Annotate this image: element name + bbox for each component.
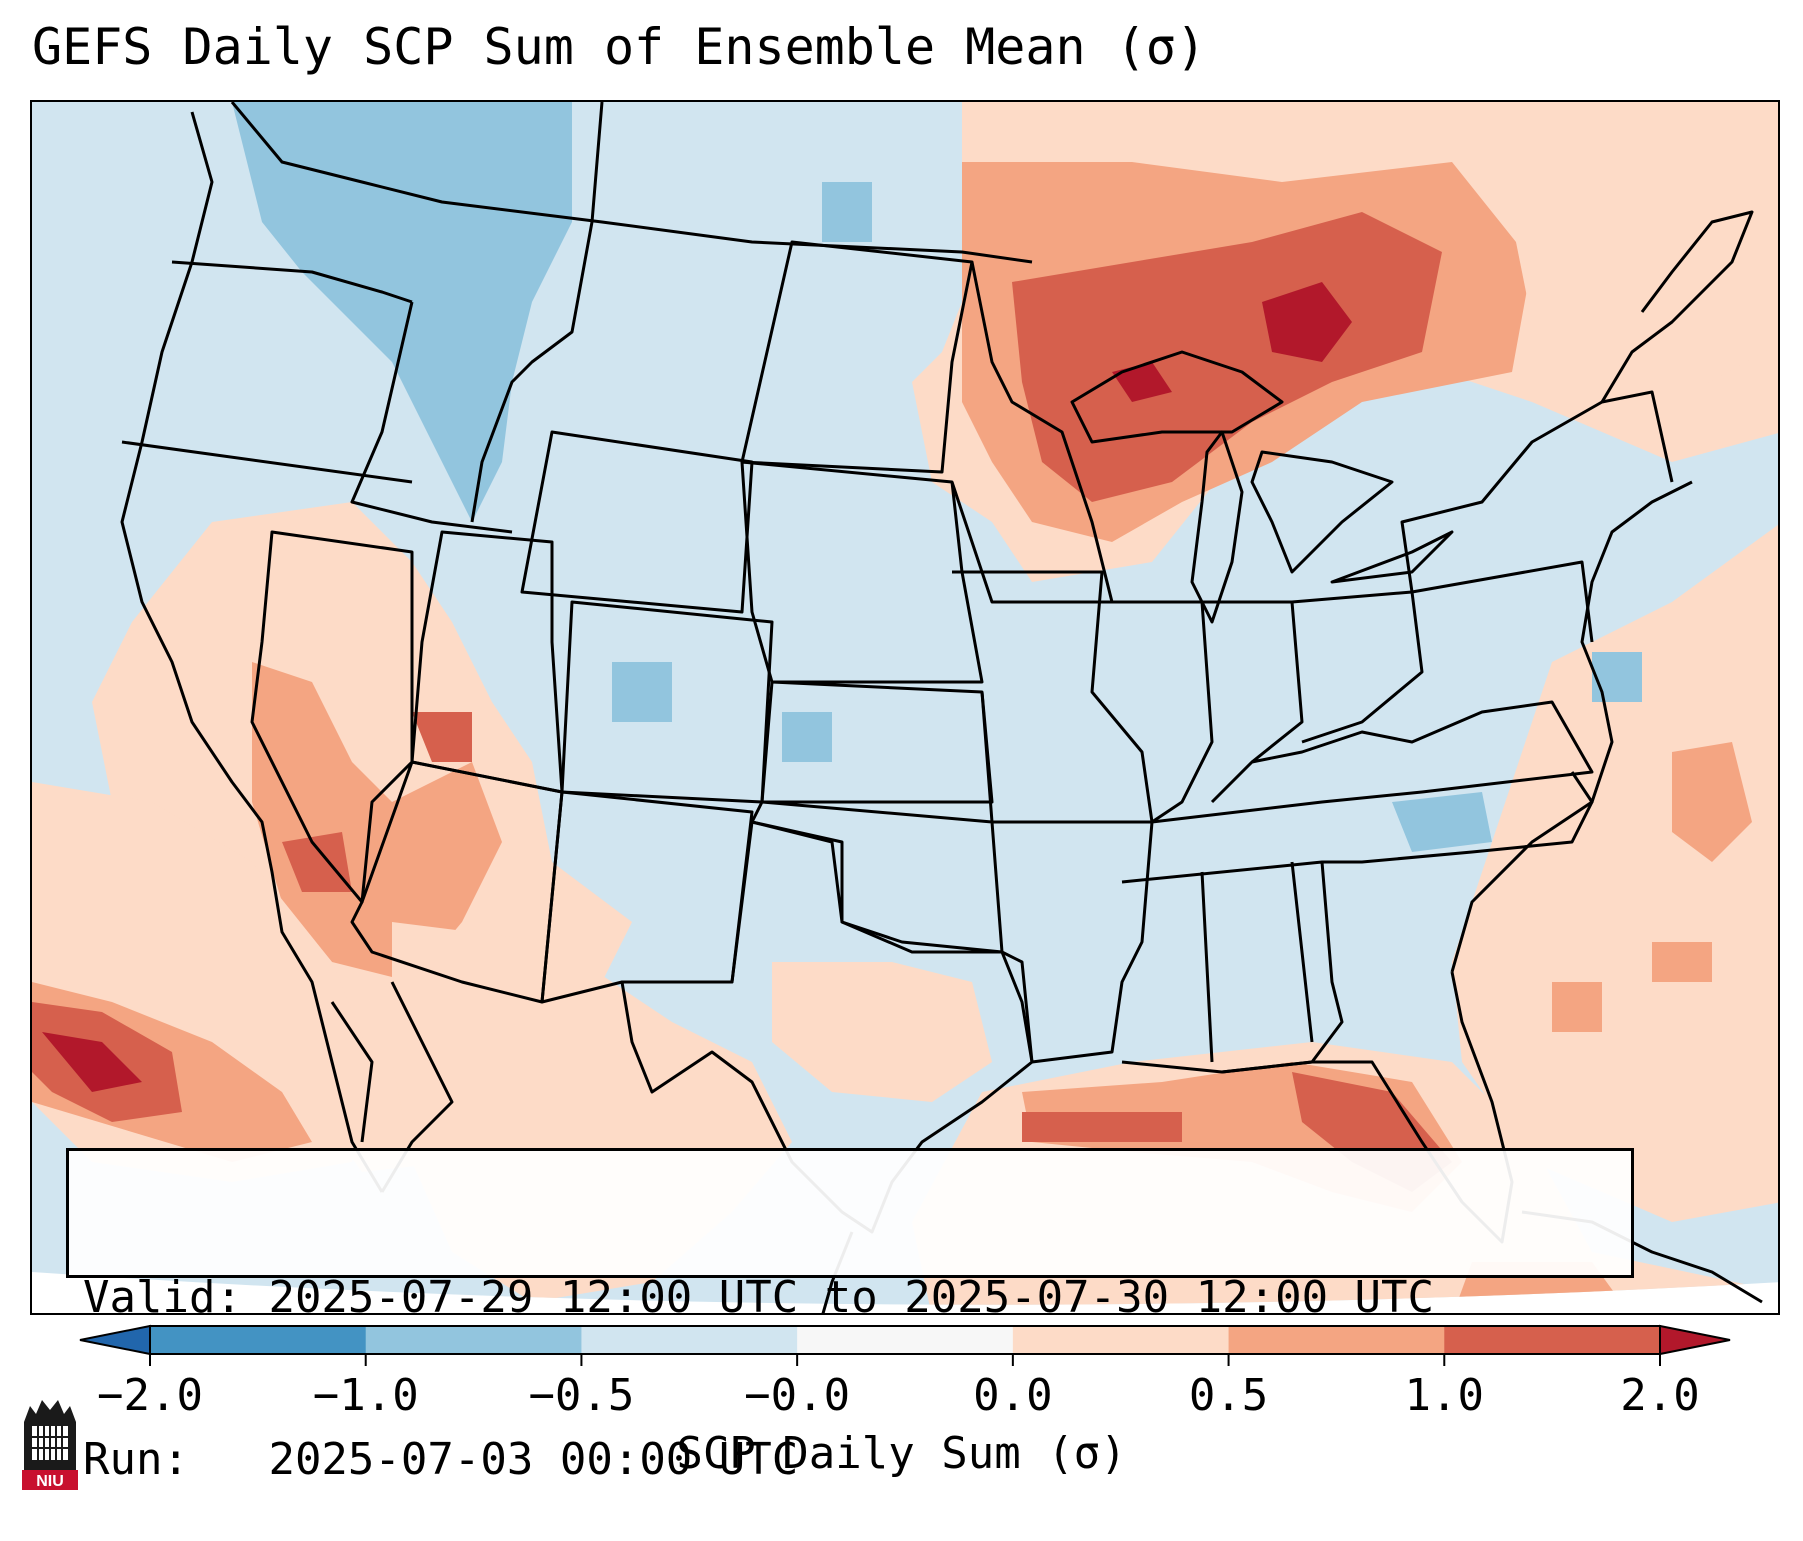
nd-sd-boundary [740, 240, 974, 474]
positive-anomaly-regions [32, 102, 1778, 1305]
west-coast-outline [120, 111, 384, 1193]
region-utah-strong [412, 712, 472, 762]
ks-boundary [760, 680, 994, 804]
colorbar-bin [150, 1326, 367, 1354]
region-atlantic-light [1452, 522, 1778, 1222]
map-canvas [32, 102, 1778, 1313]
region-southwest-mid [252, 662, 502, 982]
run-row: Run: 2025-07-03 00:00 UTC [83, 1433, 1631, 1487]
tx-outline [620, 820, 1034, 1234]
valid-run-info-box: Valid: 2025-07-29 12:00 UTC to 2025-07-3… [66, 1148, 1634, 1485]
colorbar-tick-label: −0.0 [744, 1370, 851, 1421]
map-panel [30, 100, 1780, 1315]
lake-michigan [1190, 430, 1244, 624]
sc-nc-boundary [1322, 771, 1594, 864]
colorbar-bin [797, 1326, 1014, 1354]
pa-ny-boundary [1400, 390, 1674, 643]
ky-tn-boundary [1151, 700, 1594, 824]
colorbar-bin [1228, 1326, 1445, 1354]
colorbar [79, 1324, 1731, 1366]
colorbar-tick-label: 2.0 [1620, 1370, 1700, 1421]
region-pacific-peak [42, 1032, 142, 1092]
new-england-boundary [1600, 210, 1754, 403]
colorbar-tick-label: 0.5 [1188, 1370, 1269, 1421]
ar-la-boundary [992, 820, 1154, 1064]
region-montana-mid [822, 182, 872, 242]
niu-castle-logo-icon: NIU [22, 1400, 78, 1490]
colorbar-extend-high [1659, 1324, 1731, 1356]
region-atlantic-mid-3 [1552, 982, 1602, 1032]
region-canada-east-light [1512, 122, 1778, 392]
colorbar-tick-label: −2.0 [97, 1370, 203, 1421]
run-label: Run: [83, 1434, 189, 1485]
colorbar-tick-label: −0.5 [528, 1370, 635, 1421]
id-boundary [350, 301, 513, 534]
logo-text: NIU [36, 1473, 64, 1490]
region-southwest-strong [282, 832, 352, 892]
region-westtx-light [772, 962, 992, 1102]
run-value: 2025-07-03 00:00 UTC [268, 1434, 799, 1485]
mt-boundary [470, 102, 604, 523]
colorbar-label: SCP Daily Sum (σ) [676, 1428, 1127, 1479]
region-atlantic-mid-1 [1672, 742, 1752, 862]
region-atlantic-mid-negative [1592, 652, 1642, 702]
colorbar-tick-label: 1.0 [1404, 1370, 1485, 1421]
valid-row: Valid: 2025-07-29 12:00 UTC to 2025-07-3… [83, 1271, 1631, 1325]
wy-boundary [520, 430, 754, 614]
il-in-oh-boundary [1112, 590, 1424, 824]
chart-title: GEFS Daily SCP Sum of Ensemble Mean (σ) [32, 18, 1206, 76]
mn-wi-mi-boundary [950, 261, 1114, 604]
lake-superior [1070, 350, 1284, 444]
colorbar-tick-label: −1.0 [312, 1370, 419, 1421]
colorbar-frame [149, 1325, 1661, 1355]
colorbar-tick-label: 0.0 [973, 1370, 1053, 1421]
colorbar-bin [1444, 1326, 1661, 1354]
region-greatlakes-peak [1262, 282, 1352, 362]
region-greatlakes-strong [1012, 212, 1442, 502]
colorbar-bin [581, 1326, 798, 1354]
valid-label: Valid: [83, 1272, 242, 1323]
wa-or-boundary [171, 260, 413, 304]
anomaly-field [32, 102, 1778, 1305]
region-atlantic-mid-2 [1652, 942, 1712, 982]
region-tennessee-mid [1392, 792, 1492, 852]
region-superior-peak [1112, 362, 1172, 402]
region-kansas-mid [782, 712, 832, 762]
canada-border [230, 102, 1033, 264]
region-colorado-mid [612, 662, 672, 722]
colorbar-bin [1012, 1326, 1230, 1354]
lake-huron-erie [1250, 450, 1454, 584]
colorbar-extend-low [79, 1324, 151, 1356]
region-gulf-east-strong [1022, 1112, 1182, 1142]
valid-value: 2025-07-29 12:00 UTC to 2025-07-30 12:00… [268, 1272, 1435, 1323]
atlantic-coast [1450, 480, 1693, 973]
colorbar-bin [365, 1326, 582, 1354]
state-boundaries [120, 102, 1763, 1313]
